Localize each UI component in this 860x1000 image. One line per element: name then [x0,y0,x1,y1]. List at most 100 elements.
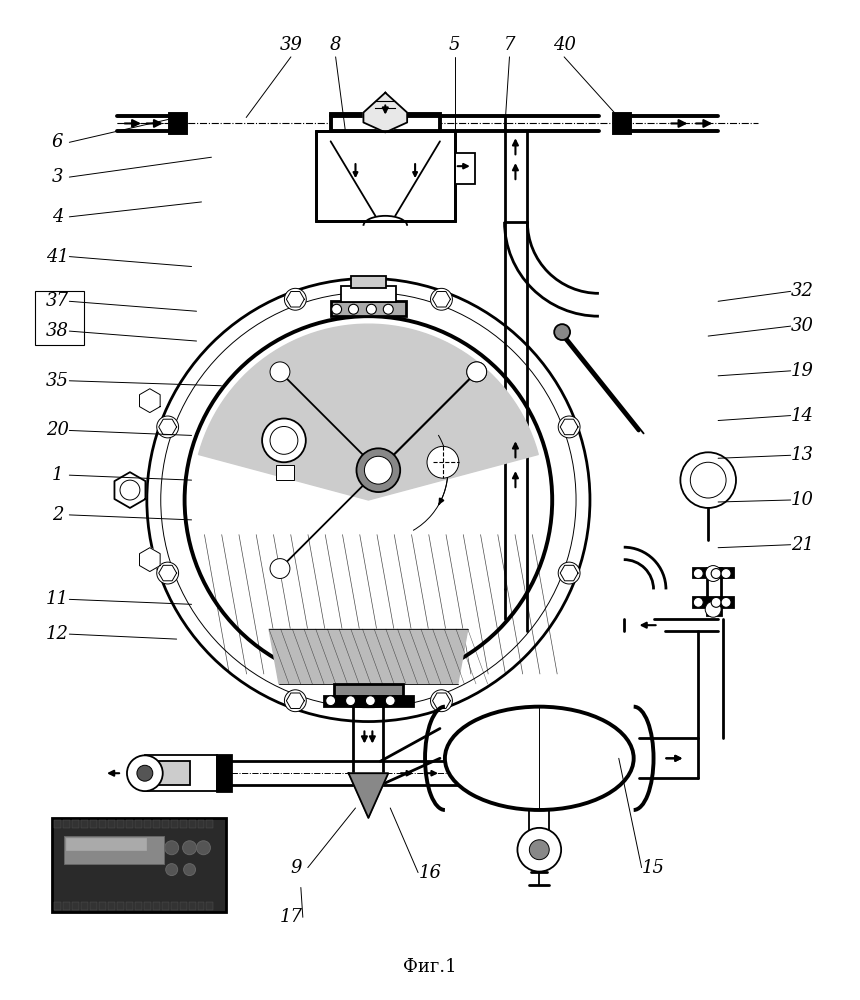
Circle shape [693,597,703,607]
Bar [693,568,733,577]
Circle shape [285,288,306,310]
Bar [188,902,195,910]
Text: Фиг.1: Фиг.1 [403,958,457,976]
Text: 10: 10 [791,491,814,509]
Bar [206,902,213,910]
Polygon shape [139,548,160,572]
Text: 5: 5 [449,36,461,54]
Bar [180,902,187,910]
Circle shape [270,426,298,454]
Bar [707,568,721,615]
Circle shape [346,696,355,706]
Bar [64,902,71,910]
Circle shape [427,446,459,478]
Circle shape [185,316,552,684]
Bar [218,755,231,791]
Text: 13: 13 [791,446,814,464]
Text: 15: 15 [642,859,665,877]
Bar [198,902,205,910]
Bar [330,114,440,133]
Bar [180,820,187,828]
Polygon shape [348,773,388,818]
Ellipse shape [445,707,634,810]
Bar [614,114,630,133]
Polygon shape [364,93,407,132]
Bar [54,902,61,910]
Bar [693,597,733,607]
Text: 20: 20 [46,421,69,439]
Circle shape [558,562,580,584]
Circle shape [285,690,306,712]
Circle shape [711,597,721,607]
Bar [153,902,160,910]
Bar [90,902,97,910]
Bar [54,820,61,828]
Text: 40: 40 [553,36,575,54]
Circle shape [711,569,721,578]
Bar [169,114,186,133]
Bar [108,902,115,910]
Circle shape [157,416,179,438]
Circle shape [270,362,290,382]
Circle shape [384,304,393,314]
Text: 17: 17 [280,908,303,926]
Circle shape [270,559,290,578]
Bar [153,820,160,828]
Bar [64,820,71,828]
Circle shape [366,304,377,314]
Text: 32: 32 [791,282,814,300]
Circle shape [431,690,452,712]
Circle shape [326,696,335,706]
Bar [81,820,89,828]
Bar [135,820,142,828]
Polygon shape [139,389,160,413]
Circle shape [518,828,561,872]
Bar [276,465,294,480]
Text: 39: 39 [280,36,303,54]
Circle shape [157,562,179,584]
Bar [155,761,189,785]
Bar [81,902,89,910]
Circle shape [431,288,452,310]
Circle shape [554,324,570,340]
Bar [334,684,403,696]
Circle shape [182,841,197,855]
Circle shape [721,569,731,578]
Bar [108,820,115,828]
Bar [170,820,178,828]
Text: 1: 1 [52,466,63,484]
Text: 41: 41 [46,248,69,266]
Text: 14: 14 [791,407,814,425]
Circle shape [166,864,178,876]
Circle shape [262,419,306,462]
Bar [206,820,213,828]
Circle shape [120,480,140,500]
Circle shape [467,362,487,382]
Text: 21: 21 [791,536,814,554]
Bar [316,131,455,221]
Polygon shape [269,629,468,684]
Circle shape [365,456,392,484]
Bar [52,818,226,912]
Circle shape [197,841,211,855]
Bar [351,276,386,288]
Text: 8: 8 [330,36,341,54]
Bar [198,820,205,828]
Circle shape [165,841,179,855]
Circle shape [691,462,726,498]
Text: 16: 16 [419,864,441,882]
Text: 7: 7 [504,36,515,54]
Circle shape [385,696,396,706]
Bar [162,820,169,828]
Bar [341,286,396,302]
Circle shape [366,696,375,706]
Bar [34,291,84,345]
Circle shape [147,278,590,722]
Bar [144,820,150,828]
Circle shape [183,864,195,876]
Bar [72,902,79,910]
Bar [72,820,79,828]
Bar [330,301,406,316]
Text: 30: 30 [791,317,814,335]
Text: 19: 19 [791,362,814,380]
